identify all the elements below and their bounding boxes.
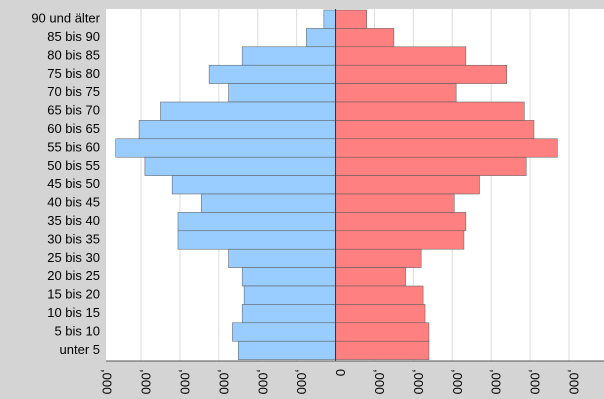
bar: [228, 248, 336, 268]
category-label: 10 bis 15: [47, 305, 100, 320]
category-label: 50 bis 55: [47, 158, 100, 173]
category-label: 5 bis 10: [54, 323, 100, 338]
category-label: 55 bis 60: [47, 139, 100, 154]
bar: [335, 9, 367, 29]
category-label: 90 und älter: [31, 11, 100, 26]
bar: [241, 267, 336, 287]
bar: [335, 28, 395, 48]
bar: [144, 156, 336, 176]
category-label: 15 bis 20: [47, 287, 100, 302]
category-label: unter 5: [60, 342, 100, 357]
bar: [335, 340, 430, 360]
bar: [241, 304, 336, 324]
bar: [306, 28, 336, 48]
category-label: 75 bis 80: [47, 66, 100, 81]
bar: [335, 175, 480, 195]
bar: [232, 322, 336, 342]
category-label: 60 bis 65: [47, 121, 100, 136]
category-labels: 90 und älter 85 bis 90 80 bis 85 75 bis 80 7…: [31, 11, 100, 357]
bar: [228, 83, 336, 103]
bar: [241, 46, 336, 66]
x-tick-labels: ,000 ,000 ,000 ,000 ,000 ,000 0 ,000 ,000 ,000 ,00…: [100, 369, 582, 394]
x-tick-label: ,000: [255, 369, 270, 394]
category-label: 65 bis 70: [47, 103, 100, 118]
bar: [335, 248, 422, 268]
bar: [335, 285, 424, 305]
bar: [335, 46, 467, 66]
x-tick-label: 0: [333, 369, 348, 376]
category-label: 20 bis 25: [47, 268, 100, 283]
x-tick-label: ,000: [294, 369, 309, 394]
bar: [323, 9, 336, 29]
x-tick-label: ,000: [216, 369, 231, 394]
bar: [335, 230, 465, 250]
bar: [243, 285, 336, 305]
x-tick-label: ,000: [489, 369, 504, 394]
x-tick-label: ,000: [528, 369, 543, 394]
category-label: 30 bis 35: [47, 231, 100, 246]
bar: [335, 193, 455, 213]
x-tick-label: ,000: [411, 369, 426, 394]
x-tick-label: ,000: [100, 369, 115, 394]
bar: [335, 83, 457, 103]
bar: [335, 156, 527, 176]
bar: [177, 230, 336, 250]
bar: [335, 64, 507, 84]
bar: [335, 120, 535, 140]
x-tick-label: ,000: [567, 369, 582, 394]
bar: [238, 340, 336, 360]
bars: [115, 9, 558, 361]
bar: [160, 101, 336, 121]
x-tick-label: ,000: [372, 369, 387, 394]
x-tick-label: ,000: [139, 369, 154, 394]
bar: [201, 193, 336, 213]
x-tick-label: ,000: [177, 369, 192, 394]
bar: [138, 120, 336, 140]
bar: [208, 64, 336, 84]
bar: [335, 212, 467, 232]
category-label: 85 bis 90: [47, 29, 100, 44]
bar: [335, 267, 406, 287]
bar: [335, 304, 426, 324]
bar: [335, 138, 558, 158]
category-label: 25 bis 30: [47, 250, 100, 265]
bar: [335, 322, 430, 342]
category-label: 45 bis 50: [47, 176, 100, 191]
category-label: 35 bis 40: [47, 213, 100, 228]
bar: [171, 175, 336, 195]
bar: [335, 101, 525, 121]
category-label: 70 bis 75: [47, 84, 100, 99]
category-label: 40 bis 45: [47, 195, 100, 210]
bar: [115, 138, 336, 158]
x-tick-label: ,000: [450, 369, 465, 394]
category-label: 80 bis 85: [47, 47, 100, 62]
bar: [177, 212, 336, 232]
